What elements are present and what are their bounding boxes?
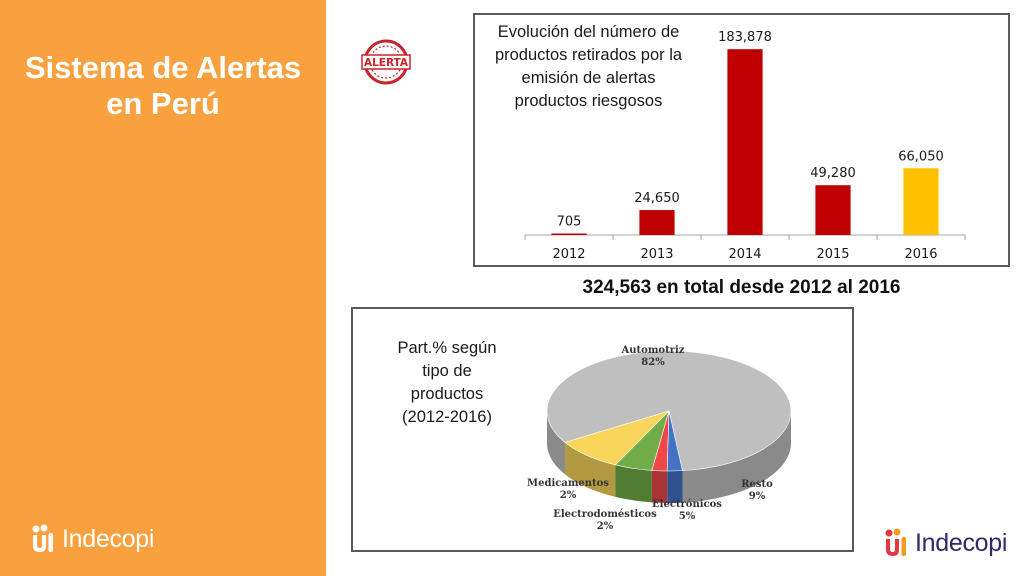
bar-chart-plot: 705 2012 24,650 2013 183,878 2014 49,280 2015 66… [524, 30, 966, 262]
pie-chart-title-line-3: productos [410, 385, 484, 403]
x-tick-label-2015: 2015 [816, 247, 849, 262]
x-tick-label-2013: 2013 [640, 247, 673, 262]
bar-2012 [551, 233, 587, 235]
pie-value-label-electrónicos: 5% [679, 511, 696, 522]
indecopi-logo-footer-icon [885, 528, 906, 556]
x-tick-label-2014: 2014 [728, 247, 761, 262]
pie-slice-medicamentos [666, 410, 683, 472]
pie-value-label-medicamentos: 2% [560, 490, 577, 501]
bar-chart: Evolución del número de productos retira… [473, 13, 1010, 267]
pie-label-resto: Resto [741, 479, 773, 490]
pie-label-electrónicos: Electrónicos [652, 499, 722, 510]
total-summary: 324,563 en total desde 2012 al 2016 [582, 277, 901, 298]
pie-chart: Part.% según tipo de productos (2012-201… [351, 307, 854, 552]
indecopi-logo: Indecopi [30, 524, 154, 554]
bar-2015 [815, 185, 851, 235]
x-tick-label-2016: 2016 [904, 247, 937, 262]
alerta-badge-icon: ALERTA [361, 39, 411, 85]
pie-value-label-resto: 9% [749, 491, 766, 502]
pie-value-label-automotriz: 82% [641, 357, 665, 368]
bar-value-label-2016: 66,050 [898, 149, 944, 164]
pie-side-resto [565, 442, 616, 497]
bar-chart-title-line-2: productos retirados por la [494, 46, 683, 64]
pie-label-automotriz: Automotriz [621, 345, 685, 356]
pie-chart-title-line-1: Part.% según [397, 339, 497, 357]
bar-value-label-2014: 183,878 [718, 30, 772, 45]
slide-title: Sistema de Alertas en Perú [0, 50, 326, 122]
pie-label-medicamentos: Medicamentos [527, 478, 609, 489]
pie-side-electrodomésticos [651, 470, 668, 503]
bar-chart-title: Evolución del número de productos retira… [481, 21, 696, 113]
pie-chart-title-line-4: (2012-2016) [402, 408, 492, 426]
alerta-badge-text: ALERTA [364, 57, 409, 69]
pie-side-medicamentos [667, 470, 683, 503]
indecopi-logo-footer-text: Indecopi [915, 528, 1008, 557]
pie-chart-title-line-2: tipo de [422, 362, 472, 380]
bar-chart-title-line-3: emisión de alertas [521, 69, 656, 87]
indecopi-logo-text: Indecopi [62, 524, 155, 553]
slide-title-line-2: en Perú [106, 86, 220, 121]
bar-2016 [903, 168, 939, 235]
pie-slice-automotriz [546, 350, 792, 471]
pie-chart-title: Part.% según tipo de productos (2012-201… [367, 337, 527, 429]
indecopi-logo-footer: Indecopi [883, 528, 1007, 558]
indecopi-logo-icon [32, 524, 53, 552]
bar-value-label-2012: 705 [557, 215, 582, 230]
bar-chart-title-line-1: Evolución del número de [497, 23, 680, 41]
pie-side-automotriz [547, 411, 566, 475]
bar-chart-title-line-4: productos riesgosos [514, 92, 663, 110]
bar-value-label-2015: 49,280 [810, 166, 856, 181]
pie-side-electrónicos [615, 464, 652, 503]
bar-2013 [639, 210, 675, 235]
slide-title-line-1: Sistema de Alertas [24, 50, 302, 85]
pie-value-label-electrodomésticos: 2% [597, 521, 614, 532]
x-tick-label-2012: 2012 [552, 247, 585, 262]
sidebar-panel: Sistema de Alertas en Perú Indecopi [0, 0, 326, 576]
bar-value-label-2013: 24,650 [634, 191, 680, 206]
bar-2014 [727, 49, 763, 235]
pie-side-automotriz [682, 411, 791, 503]
pie-label-electrodomésticos: Electrodomésticos [553, 509, 657, 520]
